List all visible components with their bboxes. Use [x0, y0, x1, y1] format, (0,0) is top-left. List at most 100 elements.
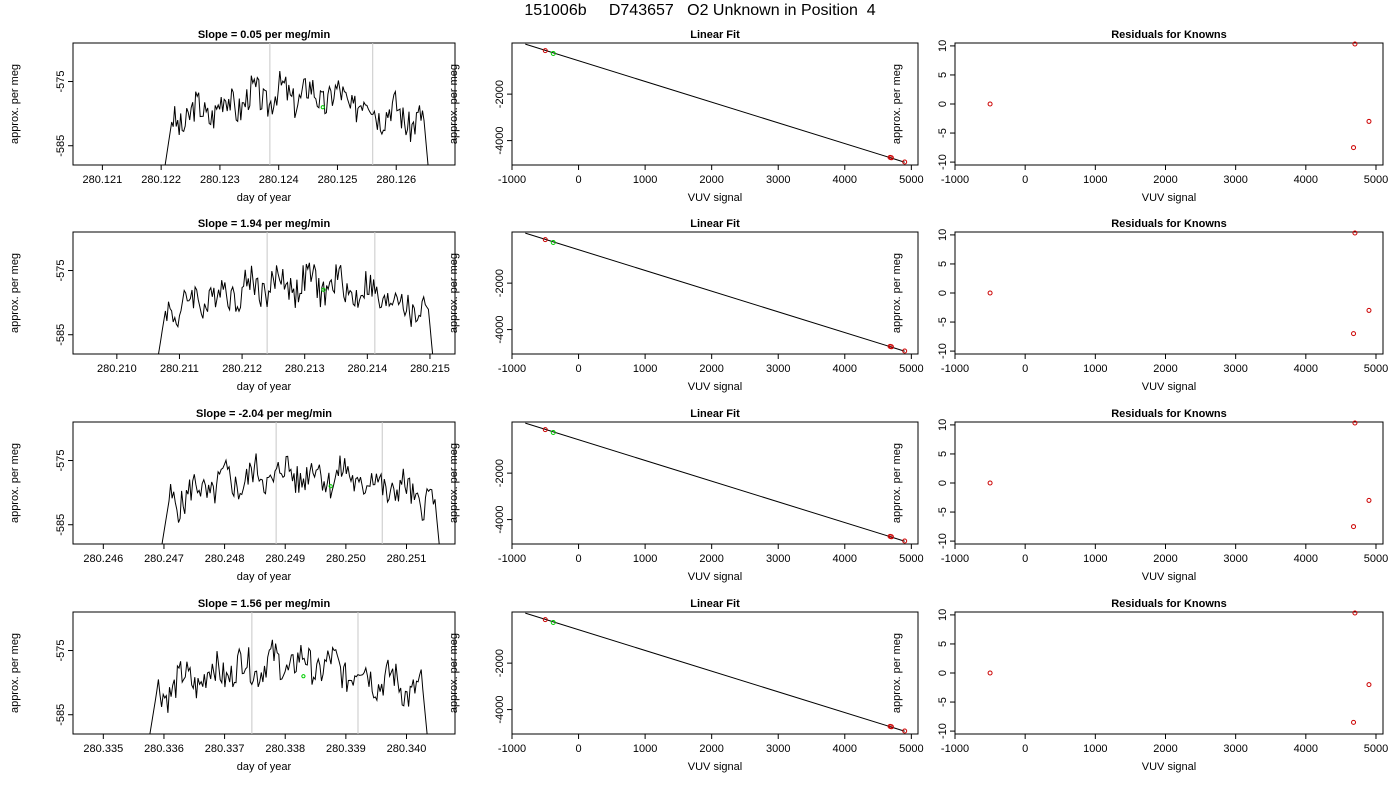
y-tick-label: 10	[937, 229, 949, 241]
unknown-marker	[301, 674, 306, 679]
known-point	[902, 348, 908, 354]
x-tick-label: 280.121	[83, 174, 123, 186]
y-tick-label: -4000	[494, 696, 506, 724]
panel-title: Residuals for Knowns	[1111, 598, 1227, 610]
known-point	[542, 427, 548, 433]
x-tick-label: 4000	[833, 174, 857, 186]
x-tick-label: 280.210	[97, 363, 137, 375]
x-tick-label: 2000	[1153, 553, 1177, 565]
x-axis-label: day of year	[237, 381, 292, 393]
x-tick-label: 280.339	[326, 743, 366, 755]
x-tick-label: 2000	[1153, 174, 1177, 186]
y-tick-label: -585	[55, 704, 67, 726]
x-tick-label: 280.126	[376, 174, 416, 186]
x-tick-label: 4000	[1294, 363, 1318, 375]
y-tick-label: 5	[937, 641, 949, 647]
x-tick-label: -1000	[941, 363, 969, 375]
y-tick-label: -2000	[494, 649, 506, 677]
panel-title: Slope = 1.94 per meg/min	[198, 218, 331, 230]
known-point	[1366, 682, 1372, 688]
plot-frame	[511, 42, 919, 166]
known-point	[1352, 420, 1358, 426]
x-tick-label: 5000	[899, 743, 923, 755]
known-point	[888, 724, 894, 730]
unknown-marker	[321, 287, 326, 292]
known-point	[1352, 41, 1358, 47]
panel-title: Linear Fit	[690, 598, 740, 610]
panel-r1-c2: Residuals for Knowns -1000 0 1000 2000 3000 40…	[891, 218, 1388, 393]
x-tick-label: 280.212	[222, 363, 262, 375]
known-point	[1351, 331, 1357, 337]
y-axis-label: approx. per meg	[891, 253, 903, 333]
x-axis-label: day of year	[237, 571, 292, 583]
x-tick-label: 280.340	[387, 743, 427, 755]
known-point	[542, 48, 548, 54]
x-tick-label: 1000	[633, 743, 657, 755]
known-point	[542, 237, 548, 243]
y-tick-label: -5	[937, 317, 949, 327]
unknown-point	[550, 50, 556, 56]
fit-line	[525, 232, 905, 352]
x-tick-label: 280.211	[160, 363, 199, 375]
known-point	[987, 480, 993, 486]
fit-line	[525, 43, 905, 163]
x-tick-label: 5000	[1364, 553, 1388, 565]
plot-frame	[511, 421, 919, 545]
known-point	[542, 617, 548, 623]
x-tick-label: 280.248	[205, 553, 245, 565]
panel-title: Linear Fit	[690, 408, 740, 420]
y-tick-label: 10	[937, 419, 949, 431]
panel-r0-c0: Slope = 0.05 per meg/min 280.121 280.122 28…	[9, 29, 456, 204]
x-tick-label: 4000	[833, 553, 857, 565]
x-axis-label: VUV signal	[688, 761, 742, 773]
y-tick-label: 0	[937, 670, 949, 676]
known-point	[888, 155, 894, 161]
y-tick-label: 5	[937, 72, 949, 78]
panel-r3-c0: Slope = 1.56 per meg/min 280.335 280.336 28…	[9, 598, 456, 773]
plot-frame	[72, 611, 456, 735]
y-axis-label: approx. per meg	[448, 633, 460, 713]
known-point	[987, 101, 993, 107]
x-axis-label: day of year	[237, 192, 292, 204]
x-tick-label: 0	[575, 174, 581, 186]
x-tick-label: 280.338	[265, 743, 305, 755]
x-tick-label: 4000	[1294, 174, 1318, 186]
x-tick-label: 4000	[1294, 553, 1318, 565]
known-point	[902, 159, 908, 165]
y-tick-label: 0	[937, 480, 949, 486]
plot-frame	[954, 231, 1384, 355]
x-tick-label: 4000	[1294, 743, 1318, 755]
x-tick-label: -1000	[941, 743, 969, 755]
panel-r2-c2: Residuals for Knowns -1000 0 1000 2000 3000 40…	[891, 408, 1388, 583]
x-tick-label: 3000	[1223, 553, 1247, 565]
x-tick-label: 2000	[1153, 363, 1177, 375]
signal-trace	[164, 71, 429, 165]
x-axis-label: VUV signal	[1142, 192, 1196, 204]
x-axis-label: VUV signal	[1142, 761, 1196, 773]
unknown-point	[550, 239, 556, 245]
plot-frame	[72, 42, 456, 166]
x-tick-label: 280.250	[326, 553, 366, 565]
x-axis-label: VUV signal	[688, 192, 742, 204]
y-tick-label: -10	[937, 154, 949, 170]
known-point	[888, 344, 894, 350]
panel-title: Residuals for Knowns	[1111, 29, 1227, 41]
y-tick-label: -575	[55, 640, 67, 662]
known-point	[1352, 610, 1358, 616]
x-tick-label: 4000	[833, 363, 857, 375]
x-tick-label: 5000	[899, 553, 923, 565]
x-tick-label: 5000	[1364, 743, 1388, 755]
panel-r3-c1: Linear Fit -1000 0 1000 2000 3000 4000 5000 -200…	[448, 598, 924, 773]
x-tick-label: 280.125	[318, 174, 358, 186]
panel-title: Slope = 1.56 per meg/min	[198, 598, 331, 610]
unknown-marker	[320, 105, 325, 110]
y-tick-label: -10	[937, 343, 949, 359]
panel-title: Slope = 0.05 per meg/min	[198, 29, 331, 41]
x-tick-label: 280.246	[83, 553, 123, 565]
known-point	[1366, 118, 1372, 124]
x-tick-label: 1000	[1083, 553, 1107, 565]
x-tick-label: 5000	[1364, 174, 1388, 186]
x-tick-label: 5000	[1364, 363, 1388, 375]
x-tick-label: 280.251	[387, 553, 427, 565]
page-title: 151006b D743657 O2 Unknown in Position 4	[524, 2, 876, 19]
